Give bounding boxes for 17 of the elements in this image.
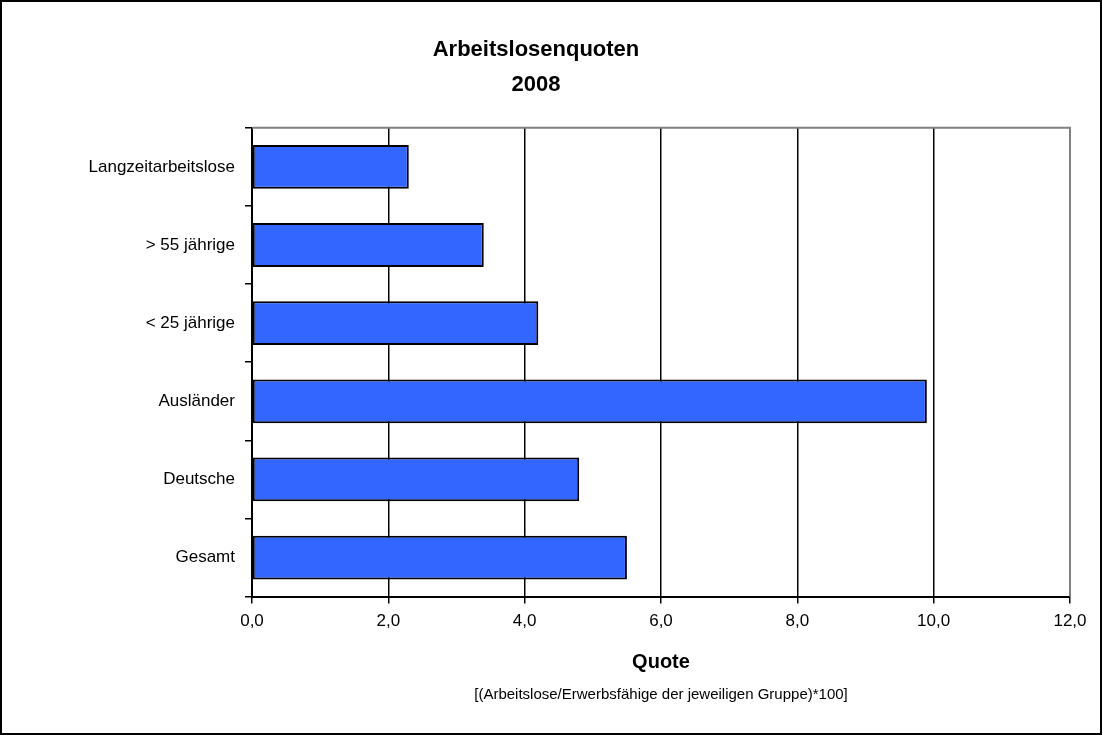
x-tick-label: 2,0 [376,611,401,631]
x-tick-label: 8,0 [785,611,810,631]
y-tick-label: Langzeitarbeitslose [88,156,235,176]
text: [(Arbeitslose/Erwerbsfähige der jeweiligen Gruppe)*100] [474,684,848,702]
x-tick-label: 0,0 [240,611,264,631]
chart-title: Arbeitslosenquoten [432,36,640,62]
chart-subtitle: 2008 [511,70,561,96]
x-tick-label: 12,0 [1053,611,1087,631]
y-tick-label: < 25 jährige [145,312,235,332]
x-axis-title: Quote [632,649,690,672]
x-tick-label: 6,0 [649,611,673,631]
x-tick-label: 4,0 [512,611,537,631]
y-tick-label: Ausländer [158,390,236,410]
x-tick-label: 10,0 [917,611,951,631]
y-tick-label: > 55 jährige [145,234,235,254]
y-tick-label: Deutsche [163,469,235,489]
y-tick-label: Gesamt [175,547,236,567]
